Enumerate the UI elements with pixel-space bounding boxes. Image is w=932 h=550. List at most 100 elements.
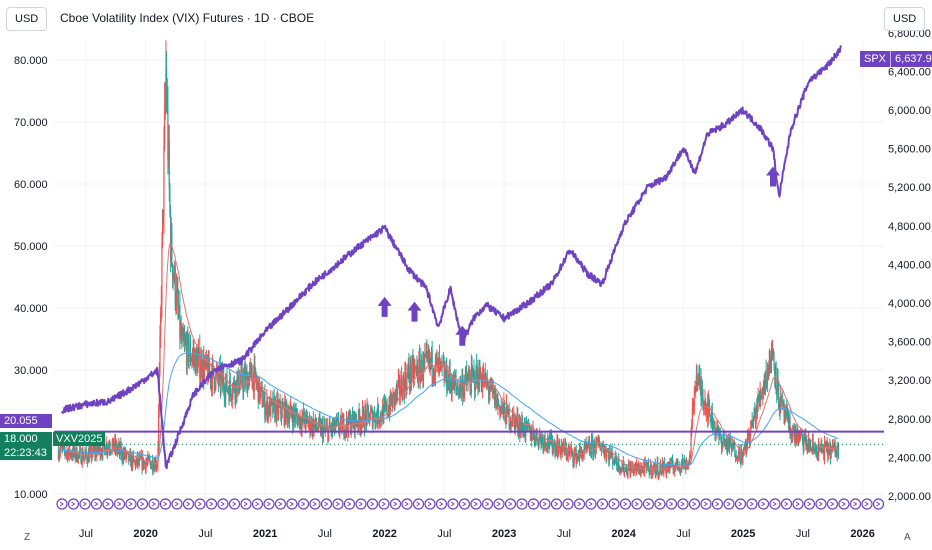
event-icon[interactable] <box>688 498 701 510</box>
event-icon[interactable] <box>320 498 333 510</box>
event-icons-row[interactable] <box>56 498 885 510</box>
event-icon[interactable] <box>539 498 551 510</box>
vix-candle <box>815 451 817 453</box>
event-icon[interactable] <box>493 498 505 510</box>
event-icon[interactable] <box>481 498 494 510</box>
vix-candle <box>528 426 530 431</box>
event-icon[interactable] <box>746 498 758 510</box>
event-icon[interactable] <box>332 498 344 510</box>
event-icon[interactable] <box>251 498 264 510</box>
event-icon[interactable] <box>113 498 126 510</box>
event-icon[interactable] <box>56 498 68 510</box>
event-icon[interactable] <box>504 498 517 510</box>
event-icon[interactable] <box>757 498 770 510</box>
event-icon[interactable] <box>378 498 390 510</box>
vix-candle <box>835 453 838 457</box>
vix-candle <box>478 367 480 391</box>
event-icon[interactable] <box>849 498 862 510</box>
event-icon[interactable] <box>642 498 655 510</box>
event-icon[interactable] <box>619 498 632 510</box>
vxv-level-tag: 18.000 <box>0 432 52 446</box>
event-icon[interactable] <box>861 498 873 510</box>
vix-candle <box>266 400 269 419</box>
event-icon[interactable] <box>136 498 149 510</box>
event-icon[interactable] <box>355 498 367 510</box>
event-icon[interactable] <box>550 498 563 510</box>
corner-left-label[interactable]: Z <box>24 532 31 543</box>
event-icon[interactable] <box>838 498 850 510</box>
vix-candle <box>325 427 327 431</box>
vix-candle <box>363 427 366 430</box>
event-icon-glyph <box>669 501 674 507</box>
event-icon[interactable] <box>631 498 643 510</box>
event-icon[interactable] <box>90 498 103 510</box>
event-icon[interactable] <box>159 498 172 510</box>
event-icon[interactable] <box>228 498 241 510</box>
event-icon[interactable] <box>803 498 816 510</box>
event-icon[interactable] <box>562 498 574 510</box>
event-icon[interactable] <box>366 498 379 510</box>
event-icon[interactable] <box>826 498 839 510</box>
event-icon[interactable] <box>677 498 689 510</box>
event-icon[interactable] <box>424 498 436 510</box>
event-icon[interactable] <box>263 498 275 510</box>
vix-candle <box>210 376 212 383</box>
left-currency-button[interactable]: USD <box>6 7 48 31</box>
event-icon[interactable] <box>67 498 80 510</box>
event-icon[interactable] <box>723 498 735 510</box>
event-icon[interactable] <box>79 498 91 510</box>
event-icon[interactable] <box>217 498 229 510</box>
event-icon[interactable] <box>654 498 666 510</box>
event-icon[interactable] <box>401 498 413 510</box>
vix-candle <box>390 392 392 404</box>
vix-candle <box>647 462 649 465</box>
event-icon[interactable] <box>470 498 482 510</box>
event-icon[interactable] <box>286 498 298 510</box>
vix-candle <box>651 471 654 475</box>
vix-candle <box>629 467 631 476</box>
event-icon[interactable] <box>780 498 793 510</box>
event-icon-glyph <box>462 501 467 507</box>
right-currency-button[interactable]: USD <box>884 7 926 31</box>
event-icon[interactable] <box>527 498 540 510</box>
event-icon[interactable] <box>573 498 586 510</box>
vix-candle <box>712 426 714 430</box>
event-icon[interactable] <box>608 498 620 510</box>
event-icon[interactable] <box>412 498 425 510</box>
event-icon[interactable] <box>792 498 804 510</box>
event-icon[interactable] <box>665 498 678 510</box>
event-icon[interactable] <box>125 498 137 510</box>
vix-candle <box>452 375 455 391</box>
corner-right-label[interactable]: A <box>904 532 911 543</box>
event-icon[interactable] <box>274 498 287 510</box>
event-icon[interactable] <box>872 498 885 510</box>
event-icon[interactable] <box>297 498 310 510</box>
event-icon[interactable] <box>182 498 195 510</box>
vix-candle <box>510 422 512 425</box>
event-icon[interactable] <box>447 498 459 510</box>
event-icon[interactable] <box>240 498 252 510</box>
event-icon[interactable] <box>102 498 114 510</box>
event-icon[interactable] <box>769 498 781 510</box>
vix-candle <box>491 387 494 389</box>
event-icon[interactable] <box>458 498 471 510</box>
event-icon[interactable] <box>389 498 402 510</box>
vix-candle <box>413 370 415 379</box>
event-icon[interactable] <box>596 498 609 510</box>
event-icon[interactable] <box>435 498 448 510</box>
event-icon[interactable] <box>815 498 827 510</box>
event-icon[interactable] <box>194 498 206 510</box>
event-icon[interactable] <box>516 498 528 510</box>
event-icon[interactable] <box>711 498 724 510</box>
event-icon[interactable] <box>343 498 356 510</box>
event-icon[interactable] <box>700 498 712 510</box>
vix-candle <box>247 378 249 389</box>
event-icon[interactable] <box>148 498 160 510</box>
event-icon[interactable] <box>585 498 597 510</box>
event-icon[interactable] <box>171 498 183 510</box>
event-icon[interactable] <box>205 498 218 510</box>
vix-candle <box>488 393 490 395</box>
event-icon[interactable] <box>309 498 321 510</box>
event-icon[interactable] <box>734 498 747 510</box>
